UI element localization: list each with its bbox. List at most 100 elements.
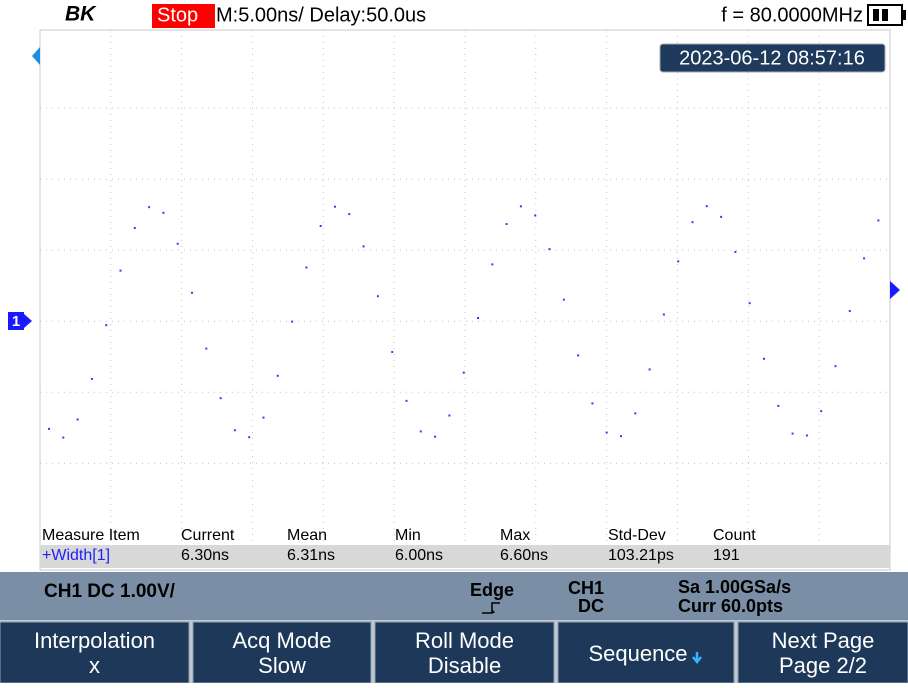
sample-dot bbox=[376, 295, 379, 298]
sample-dot bbox=[519, 205, 522, 208]
trigger-source: CH1 bbox=[568, 578, 604, 598]
sample-dot bbox=[334, 205, 336, 208]
sample-dot bbox=[720, 215, 723, 218]
sample-dot bbox=[734, 250, 737, 253]
status-bar bbox=[0, 572, 908, 620]
softkey-value[interactable]: x bbox=[89, 653, 100, 678]
status: Stop bbox=[157, 4, 198, 26]
measure-cell: 6.30ns bbox=[181, 547, 229, 564]
trigger-edge-icon bbox=[482, 602, 500, 614]
sample-dot bbox=[620, 435, 622, 438]
measure-header: Max bbox=[500, 527, 530, 544]
sample-dot bbox=[62, 436, 65, 439]
trigger-type: Edge bbox=[470, 580, 514, 600]
sample-dot bbox=[419, 430, 422, 433]
sample-dot bbox=[191, 291, 193, 294]
frequency: f = 80.0000MHz bbox=[721, 4, 863, 26]
sample-dot bbox=[90, 377, 93, 380]
softkey-button[interactable] bbox=[192, 621, 372, 684]
softkey-button[interactable] bbox=[737, 621, 908, 684]
sample-dot bbox=[491, 263, 494, 266]
softkey-label[interactable]: Acq Mode bbox=[232, 628, 331, 653]
softkey[interactable]: Sequence bbox=[557, 621, 735, 684]
graticule bbox=[40, 30, 890, 570]
softkey-label[interactable]: Interpolation bbox=[34, 628, 155, 653]
trigger-coupling: DC bbox=[578, 596, 604, 616]
trigger-edge-arrow bbox=[491, 610, 495, 613]
softkey-button[interactable] bbox=[557, 621, 735, 684]
sample-dot bbox=[319, 225, 322, 228]
sample-dot bbox=[691, 221, 694, 224]
sample-dot bbox=[448, 414, 451, 417]
channel-setting: CH1 DC 1.00V/ bbox=[44, 581, 176, 602]
sample-dot bbox=[748, 302, 751, 305]
softkey-label[interactable]: Next Page bbox=[772, 628, 875, 653]
softkey-value[interactable]: Page 2/2 bbox=[779, 653, 867, 678]
softkey-label[interactable]: Roll Mode bbox=[415, 628, 514, 653]
sample-dot bbox=[791, 432, 794, 435]
logo: BK bbox=[65, 3, 97, 26]
trigger-level-marker bbox=[890, 281, 900, 299]
sample-dot bbox=[162, 211, 165, 214]
sample-rate: Sa 1.00GSa/s bbox=[678, 577, 791, 597]
sample-dot bbox=[848, 309, 851, 312]
softkey-label[interactable]: Sequence bbox=[588, 641, 687, 666]
sample-dot bbox=[605, 431, 608, 434]
measure-header: Count bbox=[713, 527, 756, 544]
sample-dot bbox=[405, 399, 408, 402]
sample-dot bbox=[48, 427, 50, 430]
measure-header: Mean bbox=[287, 527, 327, 544]
sample-dot bbox=[634, 412, 637, 415]
measure-table: Measure Item Current Mean Min Max Std-Dev Coun… bbox=[42, 527, 756, 564]
measure-header: Current bbox=[181, 527, 235, 544]
measure-cell: 6.31ns bbox=[287, 547, 335, 564]
sample-dot bbox=[133, 227, 136, 230]
channel-marker-box bbox=[8, 312, 24, 330]
sample-dot bbox=[577, 354, 580, 357]
softkey-value[interactable]: Disable bbox=[428, 653, 501, 678]
measure-cell: +Width[1] bbox=[42, 547, 110, 564]
measure-cell: 103.21ps bbox=[608, 547, 674, 564]
measure-row-bg bbox=[40, 545, 890, 568]
sample-dot bbox=[591, 402, 594, 405]
channel-marker-arrow bbox=[24, 314, 32, 328]
sample-dot bbox=[248, 436, 251, 439]
softkey-value[interactable]: Slow bbox=[258, 653, 306, 678]
sample-dot bbox=[677, 260, 680, 263]
sample-dot bbox=[391, 350, 394, 353]
sample-dot bbox=[805, 434, 808, 437]
graticule-border bbox=[39, 29, 891, 571]
battery-icon bbox=[867, 4, 906, 26]
sample-dot bbox=[662, 313, 665, 316]
sample-dot bbox=[548, 248, 551, 251]
sample-dot bbox=[834, 365, 837, 368]
sample-dot bbox=[505, 223, 508, 226]
sample-dot bbox=[534, 214, 537, 217]
sample-dot bbox=[877, 219, 880, 222]
softkey-arrow[interactable] bbox=[692, 652, 702, 665]
measure-cell: 6.60ns bbox=[500, 547, 548, 564]
sample-dot bbox=[105, 324, 108, 327]
measure-header: Measure Item bbox=[42, 527, 140, 544]
sample-dot bbox=[233, 429, 236, 432]
measure-header: Min bbox=[395, 527, 421, 544]
softkey-button[interactable] bbox=[374, 621, 555, 684]
sample-dot bbox=[148, 206, 151, 209]
sample-dot bbox=[262, 416, 265, 419]
sample-dot bbox=[348, 213, 351, 216]
softkey-button[interactable] bbox=[0, 621, 190, 684]
measure-cell: 191 bbox=[713, 547, 740, 564]
sample-dot bbox=[705, 205, 708, 208]
sample-dot bbox=[219, 397, 222, 400]
sample-dot bbox=[276, 374, 279, 377]
sample-dot bbox=[362, 245, 365, 248]
channel-marker: 1 bbox=[12, 313, 20, 330]
sample-dot bbox=[477, 317, 479, 320]
